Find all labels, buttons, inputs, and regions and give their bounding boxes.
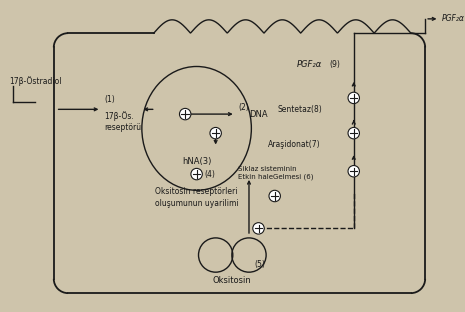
Text: (2): (2) [239, 103, 249, 112]
Text: Araşidonat(7): Araşidonat(7) [268, 140, 321, 149]
Text: Siklaz sisteminin
Etkin haleGelmesi (6): Siklaz sisteminin Etkin haleGelmesi (6) [238, 166, 313, 180]
Text: Oksitosin reseptörleri
oluşumunun uyarilimi: Oksitosin reseptörleri oluşumunun uyaril… [155, 188, 239, 207]
Circle shape [191, 168, 202, 180]
Circle shape [210, 127, 221, 139]
Circle shape [253, 223, 264, 234]
Text: PGF₂α: PGF₂α [297, 60, 322, 69]
Text: Oksitosin: Oksitosin [213, 276, 252, 285]
Circle shape [179, 108, 191, 120]
Text: (9): (9) [329, 60, 340, 69]
Text: hNA(3): hNA(3) [182, 157, 211, 166]
Circle shape [269, 190, 280, 202]
Circle shape [348, 92, 359, 104]
Text: 17β-Ös.: 17β-Ös. [104, 111, 134, 121]
Circle shape [348, 166, 359, 177]
Text: (4): (4) [204, 170, 215, 178]
Text: (5): (5) [255, 260, 266, 269]
Text: (1): (1) [104, 95, 115, 104]
Text: 17β-Östradiol: 17β-Östradiol [9, 76, 61, 85]
Text: reseptörü: reseptörü [104, 123, 141, 132]
Circle shape [348, 127, 359, 139]
Text: DNA: DNA [249, 110, 268, 119]
Text: PGF₂α: PGF₂α [441, 14, 464, 23]
Text: Sentetaz(8): Sentetaz(8) [278, 105, 322, 114]
